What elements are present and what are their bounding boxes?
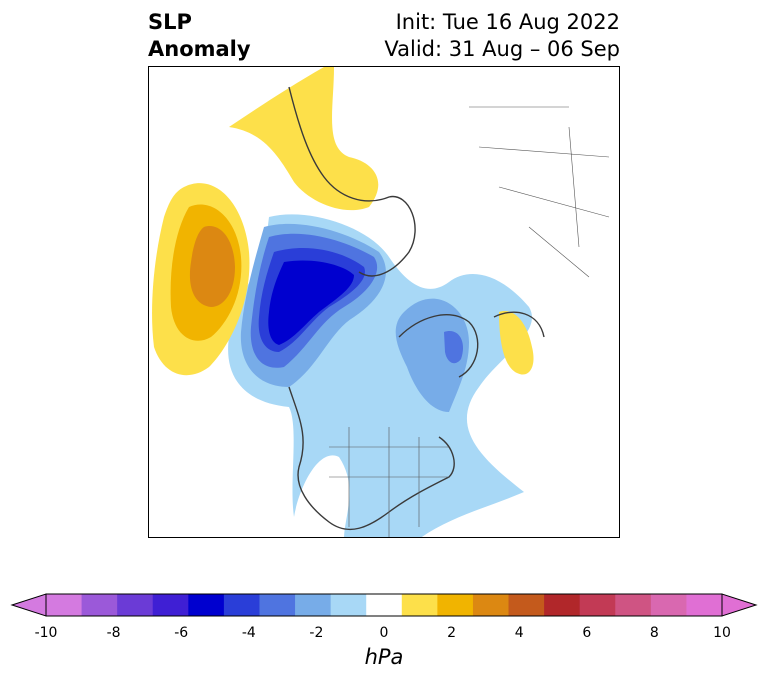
colorbar-segment [401, 594, 438, 616]
colorbar-outline [45, 593, 723, 617]
colorbar-segment [81, 594, 118, 616]
colorbar-segment [686, 594, 723, 616]
colorbar-segment [472, 594, 510, 616]
colorbar-segment [223, 594, 260, 616]
colorbar-tick-label: -2 [309, 625, 324, 641]
colorbar-segment [615, 594, 652, 616]
colorbar-segment [330, 594, 367, 616]
anomaly-contour-deepblue [268, 260, 354, 345]
map-panel [148, 66, 620, 538]
colorbar-tick-label: -8 [106, 625, 121, 641]
anomaly-map [152, 67, 610, 537]
colorbar-unit-label: hPa [364, 645, 404, 669]
colorbar-tick-label: -6 [174, 625, 189, 641]
colorbar-segment [117, 594, 154, 616]
anomaly-contour-yellow-east [499, 311, 534, 375]
colorbar-segment [295, 594, 332, 616]
country-borders [329, 106, 610, 537]
colorbar-tick-label: -4 [241, 625, 256, 641]
colorbar [0, 588, 768, 678]
colorbar-segment [259, 594, 296, 616]
anomaly-contour-mediumblue-east [444, 331, 464, 364]
colorbar-segment [46, 594, 83, 616]
plot-title-right: Init: Tue 16 Aug 2022 Valid: 31 Aug – 06… [384, 9, 620, 63]
valid-range: Valid: 31 Aug – 06 Sep [384, 37, 620, 61]
colorbar-tick-label: 6 [582, 625, 592, 641]
colorbar-segment [579, 594, 616, 616]
colorbar-tick-label: 4 [514, 625, 524, 641]
colorbar-segment [366, 594, 403, 616]
colorbar-bar [10, 593, 758, 617]
coastlines [288, 86, 545, 531]
colorbar-tick-label: 2 [447, 625, 457, 641]
colorbar-segment [188, 594, 225, 616]
colorbar-segment [437, 594, 474, 616]
colorbar-min-arrow [10, 593, 47, 617]
colorbar-tick-label: 0 [379, 625, 389, 641]
colorbar-segment [650, 594, 687, 616]
plot-title-left: SLP Anomaly [148, 9, 251, 63]
title-anomaly: Anomaly [148, 37, 251, 61]
anomaly-contour-blue-east [395, 298, 469, 412]
colorbar-segment [508, 594, 545, 616]
colorbar-segment [544, 594, 581, 616]
anomaly-contour-orange [189, 226, 235, 307]
colorbar-tick-label: 10 [713, 625, 731, 641]
colorbar-max-arrow [721, 593, 758, 617]
colorbar-tick-label: 8 [649, 625, 659, 641]
init-date: Init: Tue 16 Aug 2022 [395, 10, 620, 34]
title-variable: SLP [148, 10, 192, 34]
colorbar-tick-label: -10 [34, 625, 58, 641]
colorbar-segment [152, 594, 189, 616]
